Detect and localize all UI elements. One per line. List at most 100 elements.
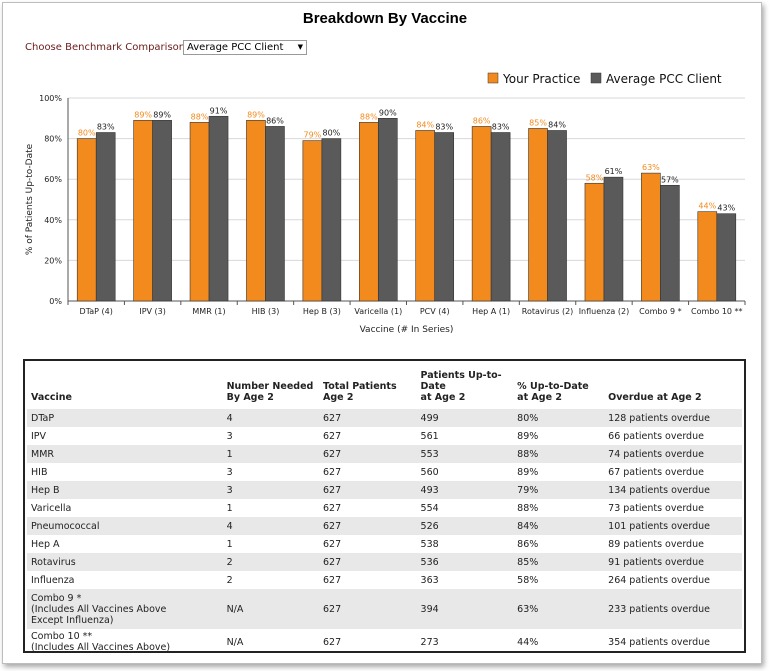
bar-your-practice <box>697 211 718 302</box>
table-cell: 3 <box>222 481 320 499</box>
bar-your-practice <box>358 122 379 302</box>
table-cell: 58% <box>517 574 539 586</box>
data-label-your-practice: 88% <box>191 112 209 121</box>
legend-swatch-average-pcc <box>590 72 602 84</box>
table-cell: 66 patients overdue <box>608 430 704 442</box>
table-cell: 89% <box>517 430 539 442</box>
table-cell: Combo 9 * (Includes All Vaccines Above Exc… <box>27 589 223 629</box>
table-cell: 85% <box>513 553 605 571</box>
table-header-cell: % Up-to-Date at Age 2 <box>517 381 589 403</box>
table-cell: 627 <box>319 553 417 571</box>
data-label-your-practice: 44% <box>698 202 716 211</box>
table-cell: 134 patients overdue <box>604 481 742 499</box>
table-header-row: Vaccine Number Needed By Age 2 Total Patien… <box>27 365 742 409</box>
table-cell: 89% <box>517 466 539 478</box>
table-cell: DTaP <box>27 409 223 427</box>
table-cell: 80% <box>513 409 605 427</box>
table-cell: 354 patients overdue <box>608 636 710 648</box>
table-cell: 627 <box>323 636 342 648</box>
bar-your-practice <box>133 120 153 302</box>
table-row: DTaP 4 627 499 80% 128 patients overdue <box>27 409 742 427</box>
bar-your-practice <box>584 182 605 302</box>
table-cell: HIB <box>31 466 48 478</box>
table-cell: 74 patients overdue <box>604 445 742 463</box>
x-axis-title: Vaccine (# In Series) <box>360 325 454 335</box>
data-label-average-pcc: 83% <box>492 123 510 132</box>
table-cell: IPV <box>31 430 47 442</box>
table-cell: 2 <box>222 553 320 571</box>
table-cell: 627 <box>319 409 417 427</box>
bar-your-practice <box>641 172 661 302</box>
data-label-average-pcc: 61% <box>605 167 623 176</box>
table-header-cell: Total Patients Age 2 <box>323 381 397 403</box>
bar-your-practice <box>415 130 436 302</box>
bar-average-pcc <box>95 132 116 302</box>
table-cell: 627 <box>323 502 342 514</box>
table-cell: 560 <box>420 466 439 478</box>
legend-label-average-pcc: Average PCC Client <box>606 72 722 86</box>
data-label-your-practice: 89% <box>134 110 152 119</box>
x-tick-label: HIB (3) <box>252 307 280 316</box>
table-cell: Influenza <box>31 574 75 586</box>
y-tick-label: 80% <box>44 135 62 144</box>
table-cell: 273 <box>420 636 439 648</box>
table-header-cell: Number Needed By Age 2 <box>226 381 314 403</box>
table-cell: 88% <box>517 502 539 514</box>
data-label-average-pcc: 89% <box>153 110 171 119</box>
data-label-your-practice: 89% <box>247 110 265 119</box>
data-label-average-pcc: 80% <box>322 129 340 138</box>
bar-average-pcc <box>321 138 342 302</box>
table-cell: Varicella <box>31 502 72 514</box>
x-tick-label: Combo 10 ** <box>691 307 743 316</box>
table-cell: N/A <box>226 636 244 648</box>
legend-swatch-your-practice <box>487 72 499 84</box>
data-label-your-practice: 84% <box>416 120 434 129</box>
y-axis-title: % of Patients Up-to-Date <box>25 143 35 255</box>
table-cell: 553 <box>416 445 514 463</box>
table-cell: 63% <box>513 589 605 629</box>
data-label-average-pcc: 91% <box>210 106 228 115</box>
table-cell: 3 <box>226 466 233 478</box>
table-cell: 4 <box>222 517 320 535</box>
table-cell: 493 <box>416 481 514 499</box>
bar-average-pcc <box>377 118 398 302</box>
benchmark-selected-value: Average PCC Client <box>187 42 284 53</box>
table-cell: 538 <box>420 538 439 550</box>
data-label-average-pcc: 83% <box>97 123 115 132</box>
table-cell: 1 <box>226 502 233 514</box>
bar-your-practice <box>246 120 266 302</box>
benchmark-select[interactable]: Average PCC Client ▼ <box>183 40 307 55</box>
table-cell: 101 patients overdue <box>604 517 742 535</box>
legend-label-your-practice: Your Practice <box>502 72 580 86</box>
table-row: Varicella 1 627 554 88% 73 patients overdue <box>27 499 742 517</box>
bar-your-practice <box>302 140 323 302</box>
table-cell: 4 <box>222 409 320 427</box>
table-cell: 394 <box>416 589 514 629</box>
table-row: Combo 10 ** (Includes All Vaccines Above)… <box>27 629 742 655</box>
bar-average-pcc <box>265 126 285 302</box>
data-label-average-pcc: 57% <box>661 175 679 184</box>
vaccine-table-box: Vaccine Number Needed By Age 2 Total Patien… <box>23 359 746 653</box>
y-tick-label: 60% <box>44 175 62 184</box>
table-cell: 554 <box>420 502 439 514</box>
x-tick-label: Combo 9 * <box>639 307 681 316</box>
table-cell: 627 <box>319 517 417 535</box>
bar-average-pcc <box>547 130 567 302</box>
data-label-your-practice: 86% <box>473 116 491 125</box>
table-cell: 2 <box>226 574 233 586</box>
table-cell: 233 patients overdue <box>604 589 742 629</box>
table-row: MMR 1 627 553 88% 74 patients overdue <box>27 445 742 463</box>
data-label-average-pcc: 83% <box>435 123 453 132</box>
bar-average-pcc <box>208 115 229 302</box>
x-tick-label: Hep A (1) <box>472 307 510 316</box>
x-tick-label: PCV (4) <box>420 307 450 316</box>
bar-average-pcc <box>716 213 737 302</box>
x-tick-label: Hep B (3) <box>303 307 341 316</box>
table-cell: N/A <box>222 589 320 629</box>
table-cell: 44% <box>517 636 539 648</box>
table-cell: Pneumococcal <box>27 517 223 535</box>
table-cell: 627 <box>323 466 342 478</box>
table-cell: 73 patients overdue <box>608 502 704 514</box>
table-cell: 84% <box>513 517 605 535</box>
data-label-your-practice: 58% <box>586 173 604 182</box>
